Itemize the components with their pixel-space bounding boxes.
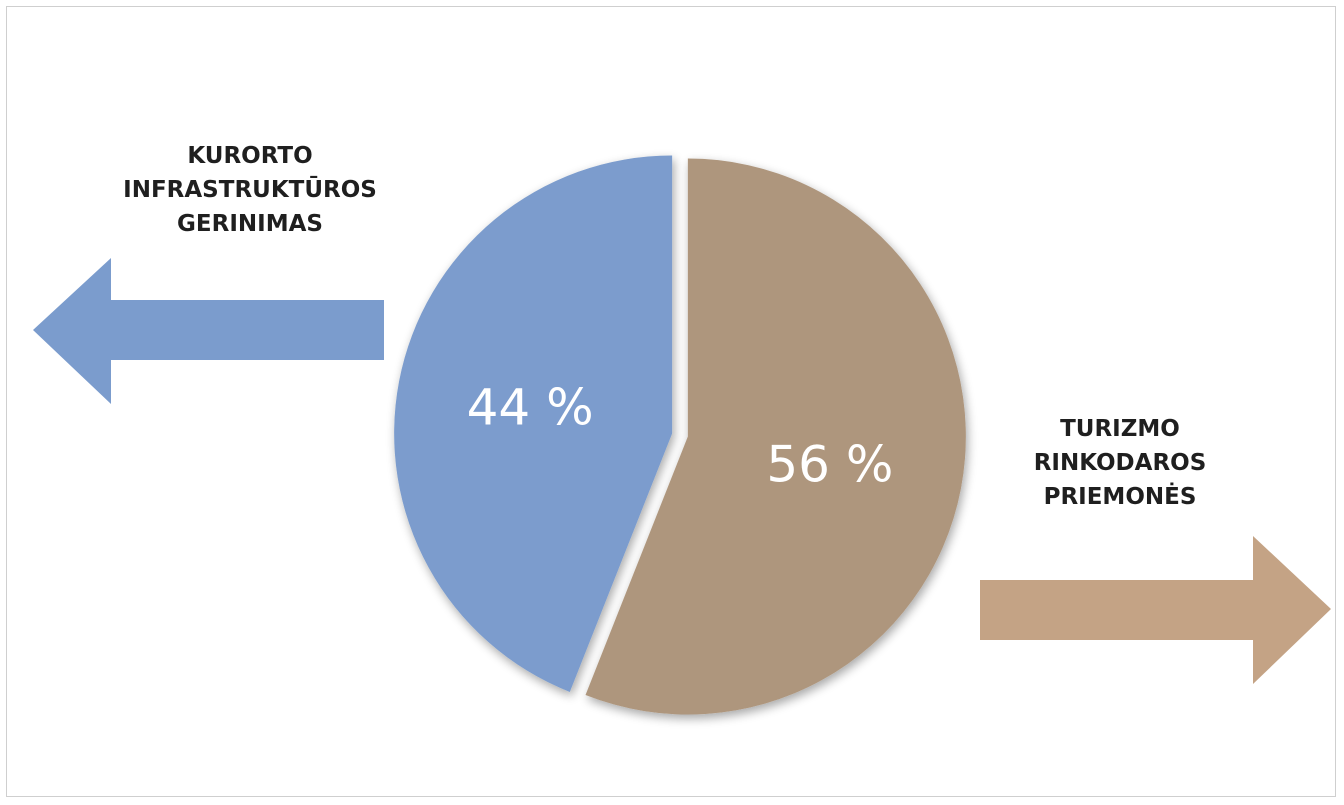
slice-value-label-infrastructure: 44 %: [467, 378, 594, 436]
pie-slice-infrastructure: [394, 155, 673, 692]
chart-frame: [6, 6, 1336, 797]
category-label-infrastructure: KURORTO INFRASTRUKTŪROS GERINIMAS: [123, 143, 377, 237]
left-arrow-icon: [33, 258, 384, 404]
right-arrow-icon: [980, 536, 1331, 684]
pie-slice-marketing: [585, 158, 966, 715]
category-label-marketing: TURIZMO RINKODAROS PRIEMONĖS: [1033, 416, 1207, 510]
slice-value-label-marketing: 56 %: [766, 436, 893, 494]
